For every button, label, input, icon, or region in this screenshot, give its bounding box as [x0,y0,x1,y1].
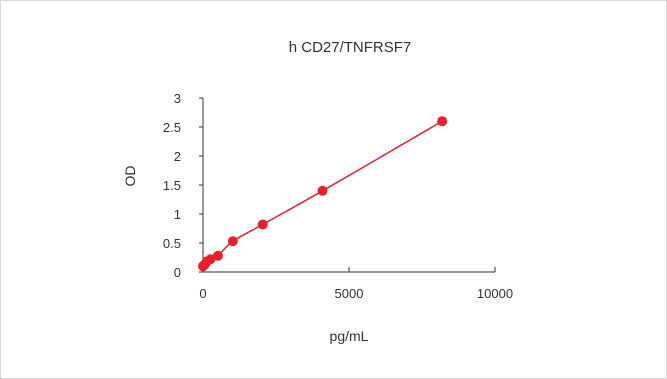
x-tick-label: 10000 [477,286,513,301]
x-tick-label: 0 [199,286,206,301]
y-axis-label: OD [122,166,138,187]
axes: 0 0.5 1 1.5 2 2.5 3 0 5000 10000 [163,91,513,301]
data-point [212,250,223,261]
x-axis-label: pg/mL [330,328,369,344]
y-tick-label: 0.5 [163,236,181,251]
y-tick-label: 2.5 [163,120,181,135]
data-point [227,236,238,247]
data-point [437,116,448,127]
data-point [205,254,216,265]
y-tick-label: 1 [174,207,181,222]
y-tick-label: 2 [174,149,181,164]
data-point [317,185,328,196]
chart-title: h CD27/TNFRSF7 [289,39,412,56]
x-tick-label: 5000 [335,286,364,301]
y-tick-label: 0 [174,265,181,280]
y-tick-label: 1.5 [163,178,181,193]
data-points-layer [198,116,448,272]
y-tick-label: 3 [174,91,181,106]
data-point [257,219,268,230]
